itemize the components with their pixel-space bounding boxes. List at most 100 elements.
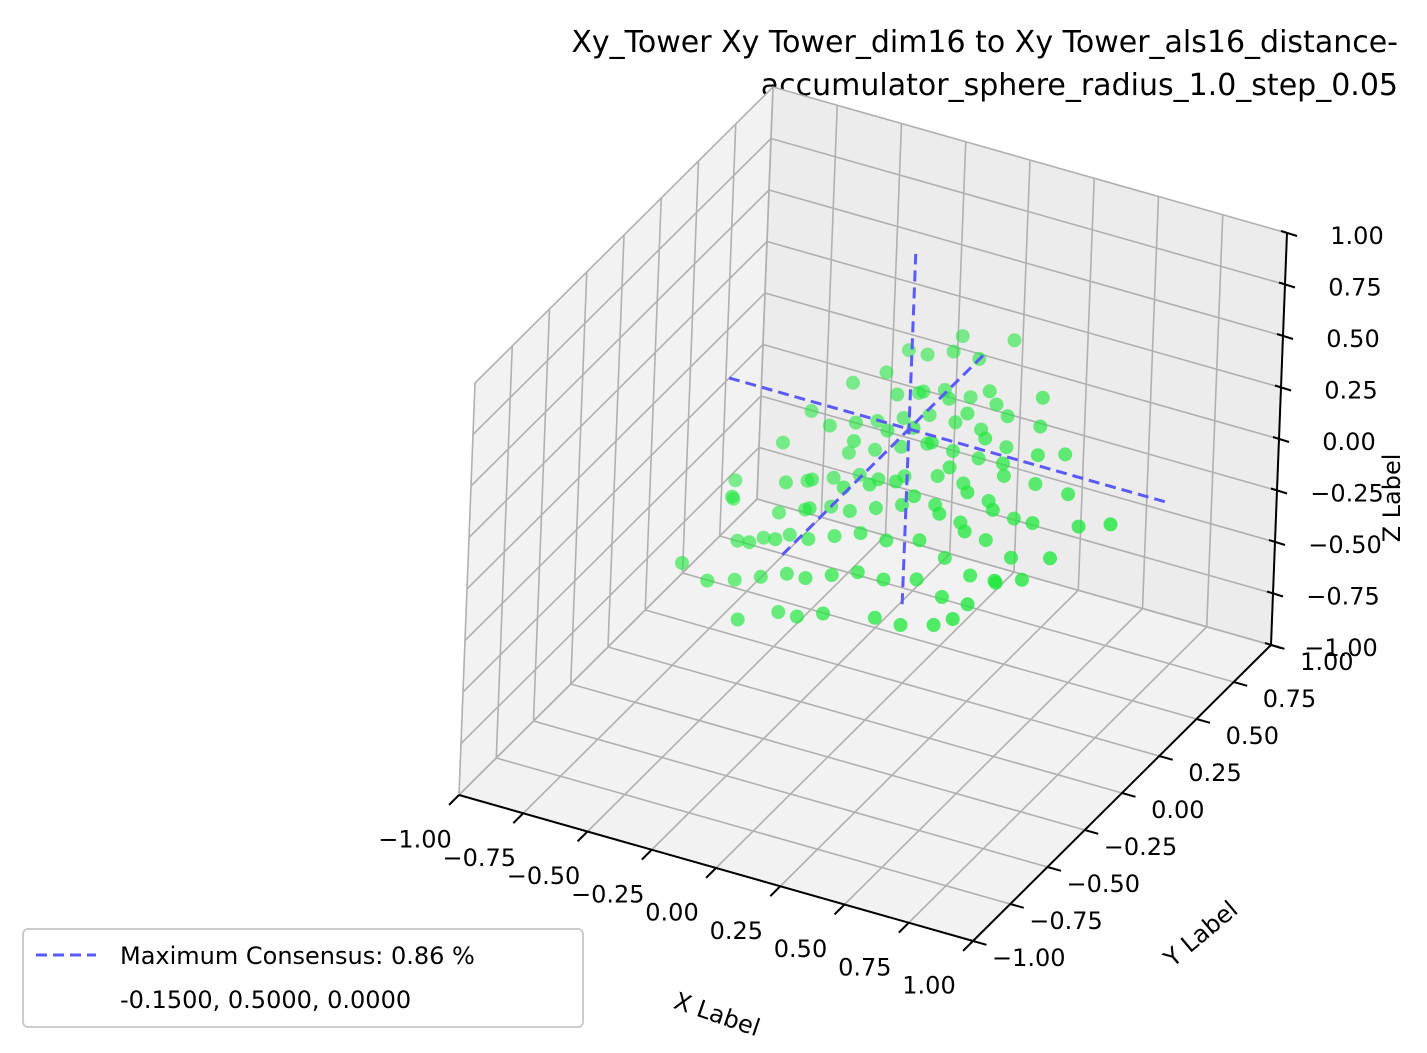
gridline-back-z [766,240,1282,389]
consensus-dashed-line [728,376,1167,504]
scatter-point [1033,419,1048,434]
scatter-point [945,612,960,626]
scatter-point [893,618,908,632]
scatter-point [1061,487,1076,502]
legend: Maximum Consensus: 0.86 % -0.1500, 0.500… [22,928,584,1028]
x-tick-label: −0.75 [443,844,517,872]
scatter-point [1014,572,1029,587]
y-tick [1009,903,1024,909]
scatter-point [801,532,816,547]
y-tick [1233,681,1248,687]
gridline-floor-y [682,572,1197,720]
scatter-point [848,415,863,430]
scatter-point [932,506,947,521]
gridlines [458,86,1288,942]
scatter-point [960,485,975,500]
scatter-point [1006,511,1021,526]
scatter-point [896,411,911,425]
z-tick [1274,384,1292,392]
scatter-point [926,618,941,632]
gridline-left-z [468,240,768,539]
scatter-point [989,397,1004,412]
tick-marks [448,230,1298,952]
gridline-floor-y [607,646,1123,794]
scatter-point [1071,519,1086,534]
scatter-point [824,568,839,583]
scatter-point [942,460,957,475]
y-tick [972,940,987,946]
y-tick-label: 0.50 [1226,722,1279,750]
x-tick [705,867,717,879]
scatter-point [779,566,794,581]
z-tick [1272,436,1290,443]
z-axis-label: Z Label [1378,454,1406,543]
gridline-left-y [756,86,774,500]
gridline-floor-y [756,498,1272,646]
scatter-point [971,451,986,466]
scatter-point [816,606,830,621]
x-tick-label: 1.00 [902,972,955,1000]
scatter-point [728,473,743,488]
tick-labels: −1.00−1.00−1.00−0.75−0.75−0.75−0.50 −0.50… [378,222,1384,1000]
z-tick [1268,539,1286,546]
scatter-point [985,502,1000,517]
scatter-point [730,612,745,627]
scatter-point [1035,390,1050,405]
scatter-point [862,477,877,492]
scatter-point [1028,477,1043,491]
chart-title: Xy_Tower Xy Tower_dim16 to Xy Tower_als1… [571,25,1398,103]
scatter-point [920,347,935,362]
scatter-point [778,475,793,490]
chart-title-line-2: accumulator_sphere_radius_1.0_step_0.05 [761,68,1398,103]
scatter-point [1007,333,1022,348]
x-tick [769,885,781,897]
scatter-point [978,431,993,446]
y-tick-label: −0.75 [1029,907,1103,935]
scatter-point [978,533,993,548]
scatter-point [802,501,817,516]
consensus-lines [728,253,1167,605]
scatter-point [846,375,860,390]
legend-entry-coordinates: -0.1500, 0.5000, 0.0000 [120,986,411,1014]
consensus-dashed-line [900,253,918,605]
scatter-point [916,384,931,399]
scatter-point [768,532,783,547]
y-tick [1270,644,1285,650]
chart-title-line-1: Xy_Tower Xy Tower_dim16 to Xy Tower_als1… [571,25,1398,60]
scatter-point [957,524,972,539]
gridline-back-x [1141,196,1160,609]
x-tick [448,794,460,806]
z-tick-label: 0.50 [1326,325,1379,353]
scatter-point [901,343,916,358]
y-tick-label: 0.25 [1188,759,1241,787]
scatter-point [879,533,894,548]
gridline-left-z [474,86,774,384]
gridline-back-z [768,189,1284,337]
x-tick-label: 0.50 [774,935,827,963]
y-tick [1158,755,1173,761]
scatter-point [1004,550,1018,565]
scatter-point [960,597,975,612]
scatter-point [771,605,786,619]
gridline-back-z [764,292,1280,440]
x-tick [641,849,653,861]
x-tick [512,812,524,824]
scatter-point [879,365,894,380]
scatter-point [1000,409,1015,424]
scatter-point [987,573,1002,588]
scatter-point [789,609,804,624]
y-tick-label: −0.50 [1067,870,1141,898]
z-tick-label: 0.25 [1324,377,1377,405]
scatter-point [842,504,857,518]
scatter-point [996,468,1011,483]
scatter-point [1030,448,1045,463]
x-tick-label: 0.25 [710,917,763,945]
scatter-point [946,344,961,359]
scatter-point [909,572,924,587]
z-tick-label: −0.75 [1306,583,1380,611]
scatter-point [772,505,786,520]
scatter-point [700,573,715,588]
scatter-point [876,572,891,587]
scatter-point [942,391,957,406]
